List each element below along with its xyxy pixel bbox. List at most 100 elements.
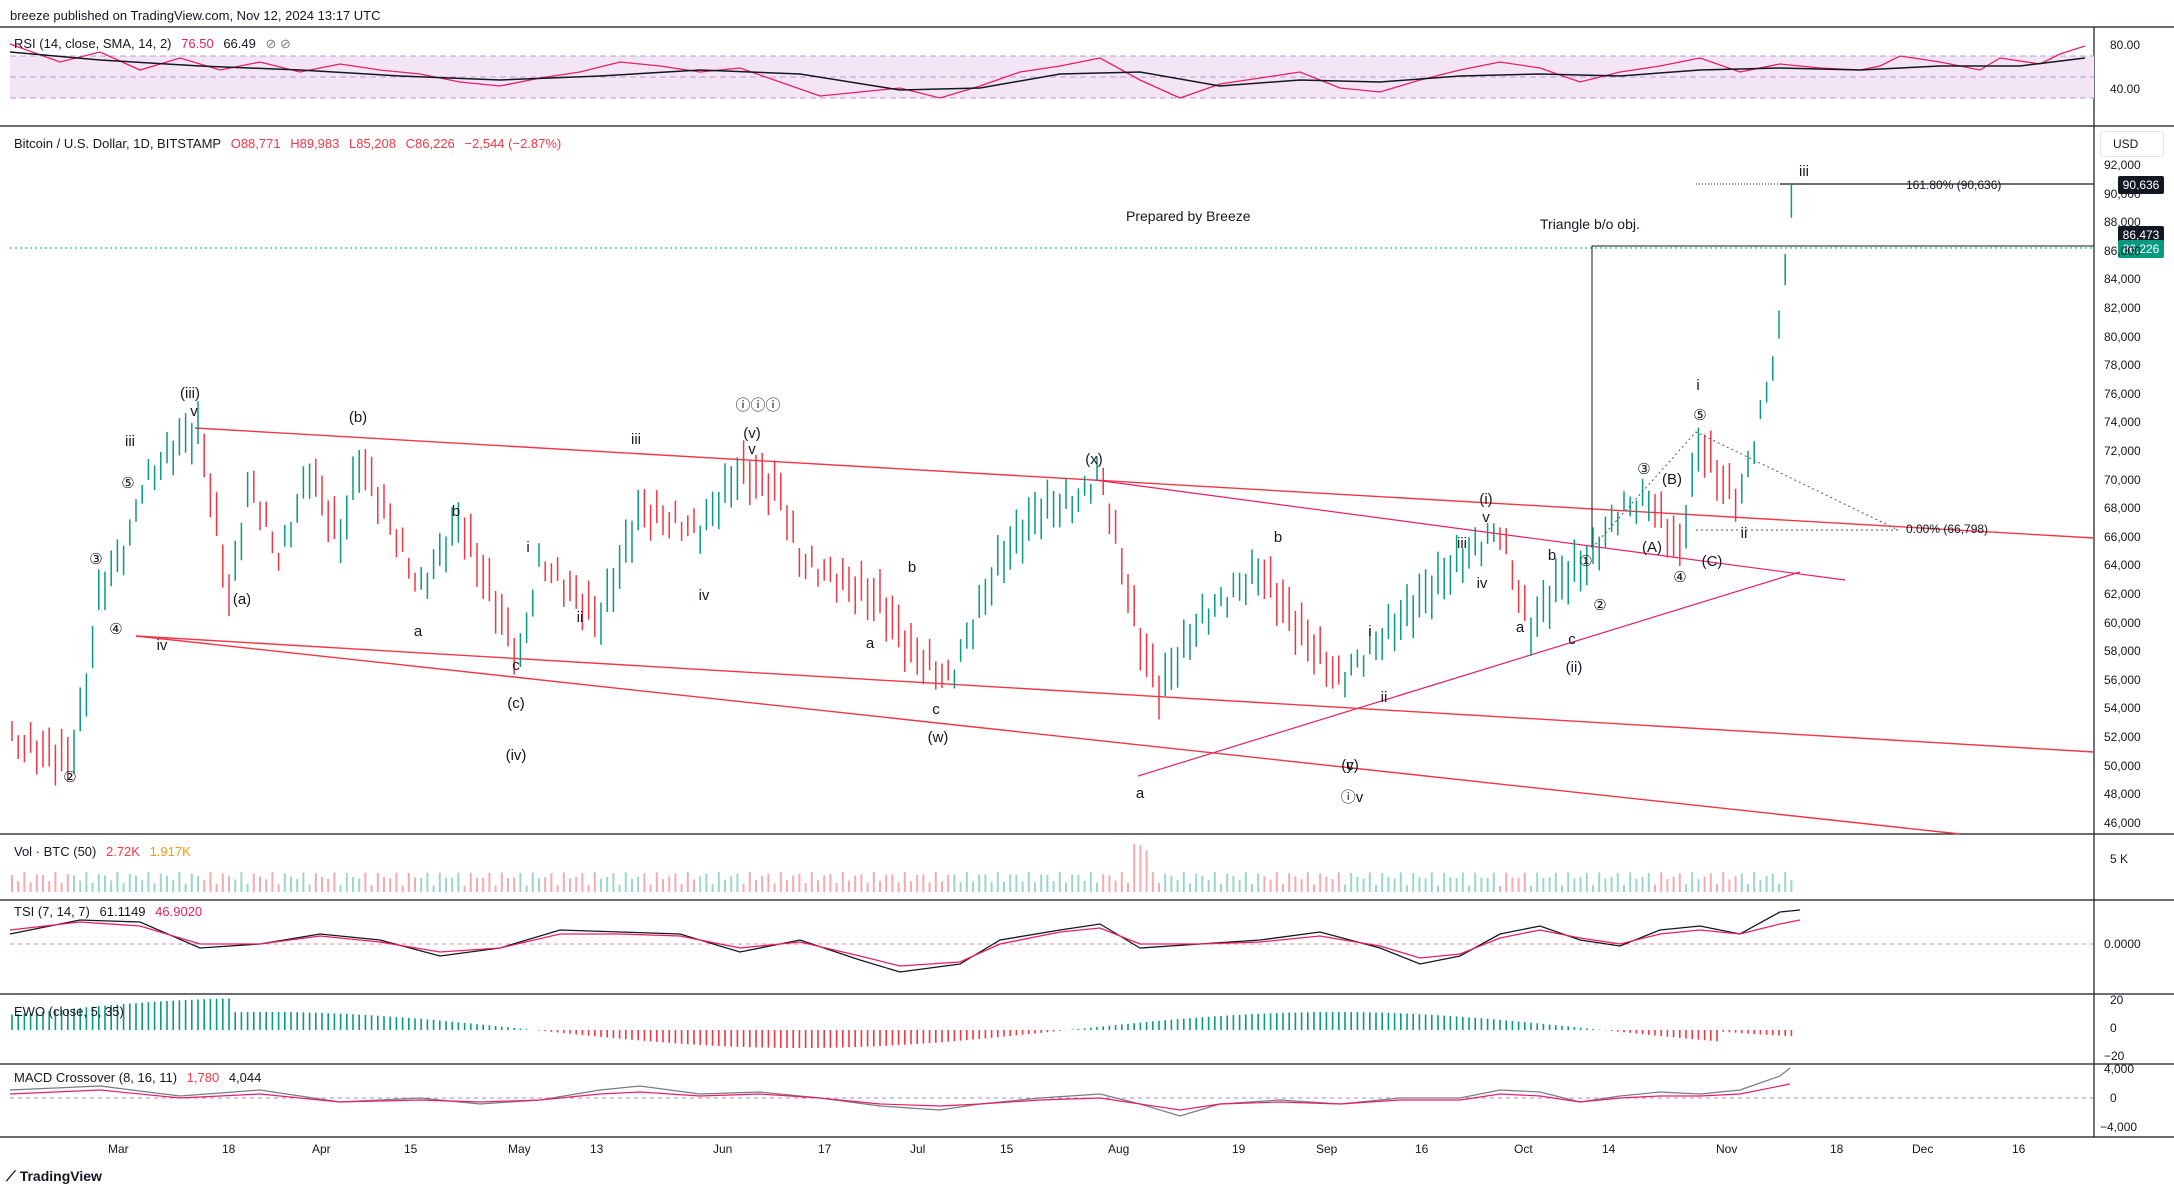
wave-label: (ii): [1566, 659, 1583, 676]
price-tick: 70,000: [2104, 472, 2141, 487]
channel-middle: [135, 635, 2095, 753]
wave-label: (c): [507, 695, 525, 712]
wave-label: i: [526, 539, 529, 556]
time-tick: Dec: [1912, 1142, 1934, 1156]
wave-label: b: [452, 503, 460, 520]
volume-ma-value: 1.917K: [149, 844, 191, 859]
price-tick: 58,000: [2104, 644, 2141, 659]
time-tick: 19: [1232, 1142, 1246, 1156]
open-value: O88,771: [230, 136, 281, 151]
price-tick: 52,000: [2104, 730, 2141, 744]
ewo-label: EWO (close, 5, 35): [14, 1004, 124, 1019]
currency-button[interactable]: USD: [2100, 131, 2164, 157]
volume-legend[interactable]: Vol · BTC (50) 2.72K 1.917K: [14, 844, 197, 859]
volume-pane: [11, 843, 1793, 892]
macd-line: [9, 1067, 1791, 1117]
wave-label: (iv): [506, 747, 527, 764]
main-legend[interactable]: Bitcoin / U.S. Dollar, 1D, BITSTAMP O88,…: [14, 136, 567, 151]
wave-label: b: [1548, 547, 1556, 564]
wave-label: ⓘv: [1341, 789, 1364, 806]
rsi-line: [9, 43, 2086, 99]
wave-label: ②: [63, 769, 76, 786]
ewo-pane: [11, 998, 1793, 1048]
price-tick: 82,000: [2104, 301, 2141, 315]
rsi-axis-40: 40.00: [2110, 82, 2141, 96]
macd-signal-line: [9, 1083, 1791, 1111]
wave-label: iii: [1457, 535, 1467, 552]
main-pane: [10, 183, 2095, 835]
time-tick: 16: [1415, 1142, 1429, 1156]
macd-axis-zero: 0: [2110, 1091, 2117, 1105]
time-tick: Jul: [910, 1142, 926, 1156]
rsi-legend[interactable]: RSI (14, close, SMA, 14, 2) 76.50 66.49 …: [14, 36, 297, 52]
wave-label: a: [1136, 785, 1145, 802]
pane-borders: [0, 26, 2174, 1138]
macd-label: MACD Crossover (8, 16, 11): [14, 1070, 178, 1085]
ewo-legend[interactable]: EWO (close, 5, 35): [14, 1004, 130, 1019]
macd-pane: [9, 1067, 2094, 1117]
price-tick: 60,000: [2104, 615, 2141, 630]
change-value: −2,544 (−2.87%): [464, 136, 562, 151]
price-bars: [11, 183, 1793, 786]
wave-label: ④: [109, 621, 122, 638]
low-value: L85,208: [349, 136, 396, 151]
tsi-legend[interactable]: TSI (7, 14, 7) 61.1149 46.9020: [14, 904, 208, 919]
wave-label: (v): [743, 425, 761, 442]
volume-axis: 5 K: [2110, 852, 2129, 866]
wave-label: a: [414, 623, 423, 640]
macd-value: 1,780: [186, 1070, 220, 1085]
rsi-ma-value: 66.49: [223, 36, 256, 51]
prepared-note: Prepared by Breeze: [1126, 208, 1251, 224]
time-tick: 17: [818, 1142, 832, 1156]
channel-upper: [194, 427, 2095, 539]
price-tick: 84,000: [2104, 272, 2141, 287]
eye-icon[interactable]: ⊘ ⊘: [265, 36, 291, 51]
tsi-line: [9, 909, 1801, 973]
time-tick: Apr: [312, 1142, 331, 1156]
time-tick: 18: [1830, 1142, 1844, 1156]
rsi-label: RSI (14, close, SMA, 14, 2): [14, 36, 172, 51]
wave-label: iii: [125, 433, 135, 450]
price-tick: 56,000: [2104, 672, 2141, 687]
time-tick: 14: [1602, 1142, 1616, 1156]
logo-icon: ⟋: [6, 1168, 16, 1184]
macd-legend[interactable]: MACD Crossover (8, 16, 11) 1,780 4,044: [14, 1070, 267, 1085]
tsi-signal-line: [9, 919, 1801, 967]
rsi-axis-80: 80.00: [2110, 38, 2141, 52]
wave-label: (A): [1642, 539, 1662, 556]
wave-label: a: [866, 635, 875, 652]
price-tick: 48,000: [2104, 787, 2141, 802]
wave-label: c: [1568, 631, 1576, 648]
tradingview-logo[interactable]: ⟋ TradingView: [6, 1168, 102, 1185]
last-price-badge: 86,226: [2118, 240, 2164, 258]
ewo-axis-0: 0: [2110, 1021, 2117, 1035]
channel-lower: [135, 635, 1961, 835]
fib-zero-note: 0.00% (66,798): [1906, 522, 1989, 536]
wave-label: b: [908, 559, 916, 576]
time-tick: 13: [590, 1142, 604, 1156]
brand-name: TradingView: [19, 1168, 102, 1184]
ewo-axis-20: 20: [2110, 993, 2124, 1007]
macd-axis-bottom: −4,000: [2100, 1120, 2138, 1134]
price-tick: 68,000: [2104, 501, 2141, 516]
price-tick: 92,000: [2104, 158, 2141, 172]
price-tick: 54,000: [2104, 701, 2141, 716]
wave-label: iii: [631, 431, 641, 448]
tsi-pane: [9, 909, 2094, 973]
wave-label: c: [932, 701, 940, 718]
wave-label: ②: [1593, 597, 1606, 614]
wave-label: v: [748, 441, 756, 458]
price-tick: 86,000: [2104, 243, 2141, 258]
time-tick: 18: [222, 1142, 236, 1156]
time-tick: Sep: [1316, 1142, 1338, 1156]
price-tick: 50,000: [2104, 758, 2141, 773]
rsi-pane: [9, 43, 2094, 99]
time-tick: 16: [2012, 1142, 2026, 1156]
macd-axis-top: 4,000: [2104, 1062, 2135, 1076]
rsi-value: 76.50: [181, 36, 214, 51]
price-tick: 80,000: [2104, 329, 2141, 344]
wave-label: ③: [1637, 461, 1650, 478]
wave-label: (B): [1662, 471, 1682, 488]
fib-badge: 90,636: [2118, 176, 2164, 194]
